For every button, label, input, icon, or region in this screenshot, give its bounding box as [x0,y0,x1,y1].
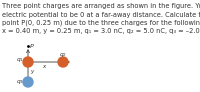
Text: $y$: $y$ [30,68,36,76]
Text: $x$: $x$ [42,63,48,70]
Text: Three point charges are arranged as shown in the figure. You may consider the: Three point charges are arranged as show… [2,3,200,9]
Text: $q_2$: $q_2$ [59,51,67,59]
Text: $q_1$: $q_1$ [16,56,24,64]
Text: $q_3$: $q_3$ [16,78,24,86]
Circle shape [23,77,33,87]
Circle shape [23,57,33,67]
Text: point P(0, 0.25 m) due to the three charges for the following measurements:: point P(0, 0.25 m) due to the three char… [2,20,200,26]
Text: x = 0.40 m, y = 0.25 m, q₁ = 3.0 nC, q₂ = 5.0 nC, q₃ = –2.0 nC.: x = 0.40 m, y = 0.25 m, q₁ = 3.0 nC, q₂ … [2,29,200,34]
Text: electric potential to be 0 at a far-away distance. Calculate the electric potent: electric potential to be 0 at a far-away… [2,12,200,17]
Circle shape [58,57,68,67]
Text: P: P [30,44,34,48]
